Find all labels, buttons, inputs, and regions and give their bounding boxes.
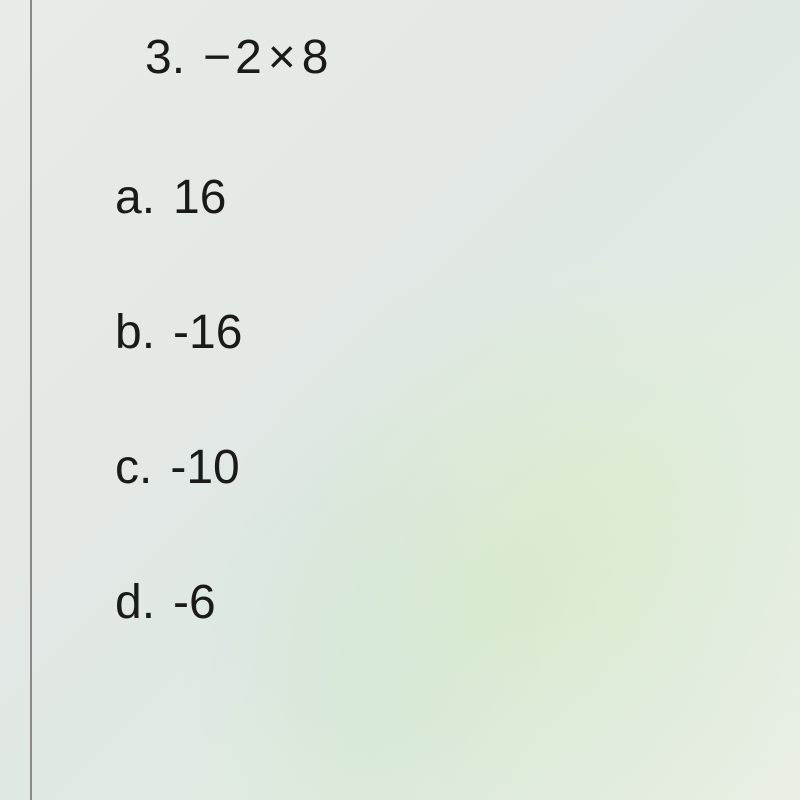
option-letter: c. <box>115 440 152 495</box>
option-b[interactable]: b. -16 <box>115 305 800 360</box>
question-number: 3. <box>145 30 185 85</box>
option-value: -16 <box>173 305 242 360</box>
option-value: -6 <box>173 575 216 630</box>
minus-sign: − <box>203 31 231 84</box>
option-letter: b. <box>115 305 155 360</box>
operand-2: 8 <box>302 31 329 84</box>
option-d[interactable]: d. -6 <box>115 575 800 630</box>
question-row: 3. −2×8 <box>145 30 800 85</box>
option-letter: d. <box>115 575 155 630</box>
option-c[interactable]: c. -10 <box>115 440 800 495</box>
question-expression: −2×8 <box>203 30 328 85</box>
operand-1: 2 <box>235 31 262 84</box>
option-letter: a. <box>115 170 155 225</box>
question-content: 3. −2×8 a. 16 b. -16 c. -10 d. -6 <box>0 0 800 630</box>
option-value: 16 <box>173 170 226 225</box>
times-sign: × <box>268 31 296 84</box>
option-value: -10 <box>170 440 239 495</box>
option-a[interactable]: a. 16 <box>115 170 800 225</box>
